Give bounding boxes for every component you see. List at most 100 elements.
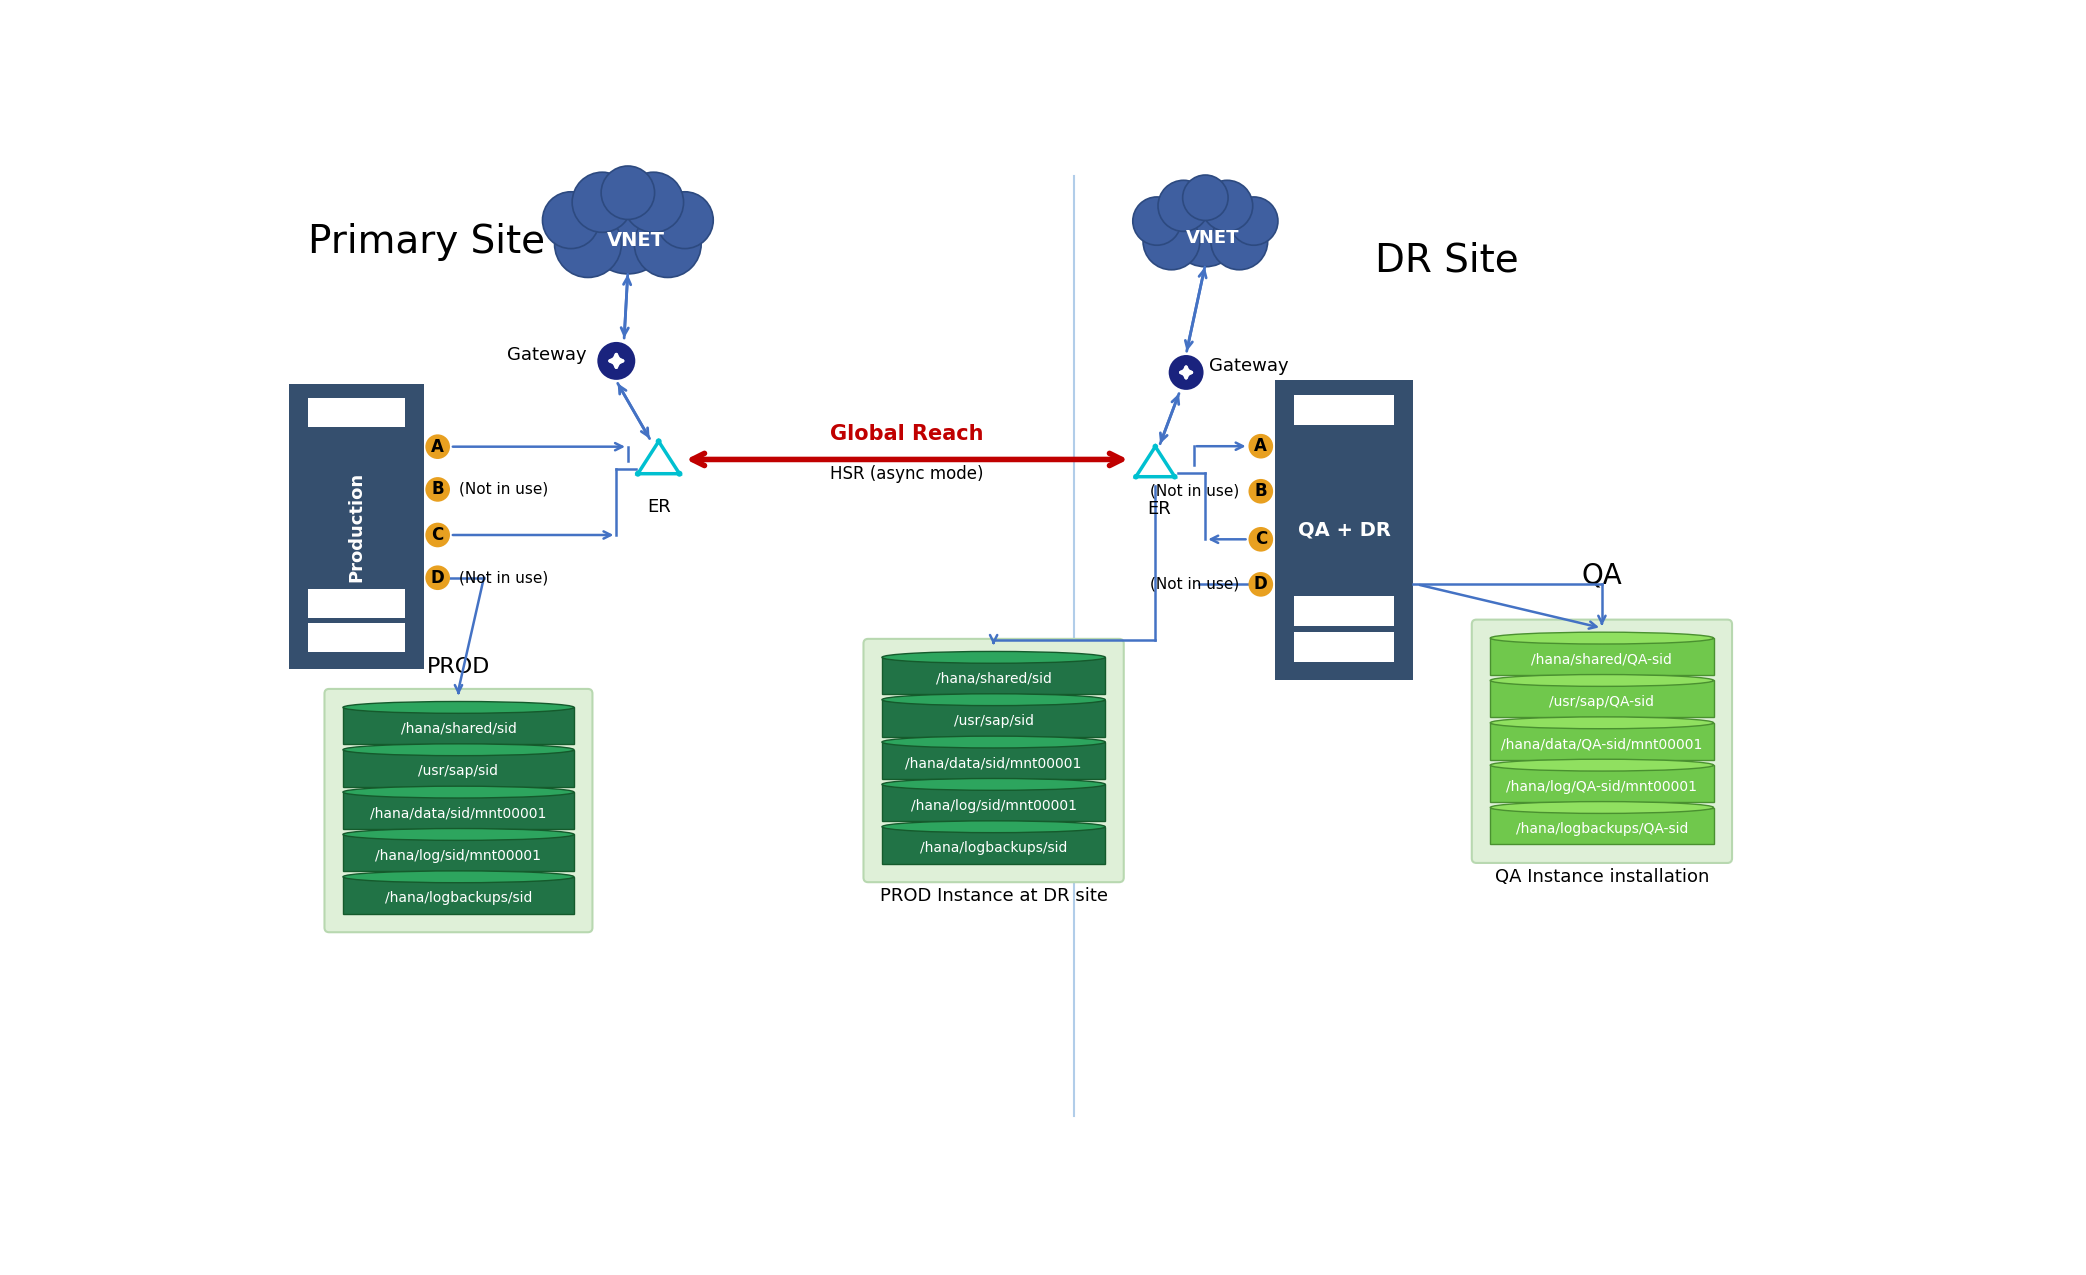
Circle shape [1250,434,1272,459]
FancyBboxPatch shape [325,688,592,932]
Text: Gateway: Gateway [1210,357,1289,375]
Text: Primary Site: Primary Site [309,223,544,260]
Circle shape [572,172,632,232]
Text: (Not in use): (Not in use) [459,570,549,585]
Bar [1489,638,1713,674]
Text: D: D [432,569,444,586]
Bar [882,784,1106,821]
Circle shape [634,470,640,477]
Circle shape [1151,444,1158,449]
Ellipse shape [342,829,574,840]
Circle shape [634,210,701,278]
Bar [882,658,1106,695]
Text: A: A [1254,437,1266,455]
Text: /hana/shared/sid: /hana/shared/sid [937,672,1051,686]
Bar [563,221,693,268]
Text: (Not in use): (Not in use) [1149,576,1239,592]
Bar [309,398,405,427]
Bar [309,623,405,652]
Bar [1489,681,1713,718]
Circle shape [597,340,636,381]
Circle shape [657,191,713,249]
Text: (Not in use): (Not in use) [459,482,549,497]
Circle shape [426,477,451,502]
Text: /hana/data/sid/mnt00001: /hana/data/sid/mnt00001 [905,756,1083,770]
Circle shape [1158,180,1210,232]
Text: /usr/sap/QA-sid: /usr/sap/QA-sid [1550,695,1654,709]
Ellipse shape [882,779,1106,790]
Circle shape [601,166,655,219]
Ellipse shape [882,821,1106,833]
Text: /hana/logbackups/sid: /hana/logbackups/sid [920,842,1068,856]
Text: Gateway: Gateway [507,346,586,363]
Ellipse shape [1489,717,1713,729]
Circle shape [426,523,451,547]
Text: /hana/logbackups/sid: /hana/logbackups/sid [384,891,532,905]
Ellipse shape [882,694,1106,705]
Ellipse shape [342,787,574,798]
Circle shape [1133,474,1139,479]
Circle shape [1172,474,1177,479]
Circle shape [1183,175,1229,221]
Bar [342,877,574,914]
Bar [1293,597,1393,626]
Text: PROD Instance at DR site: PROD Instance at DR site [880,887,1108,905]
Circle shape [1229,196,1279,245]
Text: /hana/data/QA-sid/mnt00001: /hana/data/QA-sid/mnt00001 [1502,737,1702,751]
Bar [882,700,1106,737]
Bar [1293,395,1393,425]
Circle shape [1143,213,1199,270]
Circle shape [1250,479,1272,504]
FancyBboxPatch shape [1473,620,1731,863]
Text: A: A [432,437,444,455]
Bar [882,826,1106,863]
Text: PROD: PROD [428,657,490,677]
Circle shape [1202,180,1254,232]
Text: ER: ER [1147,500,1170,518]
Ellipse shape [1489,674,1713,686]
Bar [1151,221,1260,261]
Circle shape [1210,213,1268,270]
Bar [342,834,574,871]
Text: /hana/logbackups/QA-sid: /hana/logbackups/QA-sid [1517,822,1688,836]
Bar [1293,632,1393,663]
Circle shape [1250,572,1272,597]
Ellipse shape [342,743,574,756]
Ellipse shape [882,652,1106,663]
Circle shape [542,191,599,249]
Text: /hana/log/sid/mnt00001: /hana/log/sid/mnt00001 [912,799,1076,813]
Bar [1489,723,1713,760]
Ellipse shape [342,701,574,713]
Circle shape [1168,354,1204,391]
Text: /hana/data/sid/mnt00001: /hana/data/sid/mnt00001 [371,807,547,821]
Text: /hana/shared/QA-sid: /hana/shared/QA-sid [1531,653,1673,667]
Ellipse shape [342,871,574,882]
Text: C: C [432,527,444,544]
Text: D: D [1254,575,1268,593]
Text: QA + DR: QA + DR [1297,520,1391,539]
Text: ER: ER [647,499,670,516]
Circle shape [624,172,684,232]
Ellipse shape [1489,759,1713,771]
Ellipse shape [882,736,1106,748]
Text: Global Reach: Global Reach [830,425,985,444]
Circle shape [1250,527,1272,552]
Text: /hana/log/QA-sid/mnt00001: /hana/log/QA-sid/mnt00001 [1506,779,1698,793]
Text: Production: Production [348,472,365,581]
Text: VNET: VNET [607,231,665,250]
Text: /usr/sap/sid: /usr/sap/sid [953,714,1035,728]
Circle shape [1133,196,1181,245]
Bar [342,750,574,787]
Text: QA Instance installation: QA Instance installation [1496,867,1708,886]
Text: /hana/shared/sid: /hana/shared/sid [401,722,517,736]
Ellipse shape [1489,632,1713,644]
Bar [342,708,574,745]
Bar [290,384,423,669]
Bar [342,792,574,829]
Text: HSR (async mode): HSR (async mode) [830,465,985,483]
Bar [882,742,1106,779]
Bar [309,589,405,617]
Bar [1489,807,1713,844]
Ellipse shape [1489,802,1713,813]
Circle shape [676,470,682,477]
